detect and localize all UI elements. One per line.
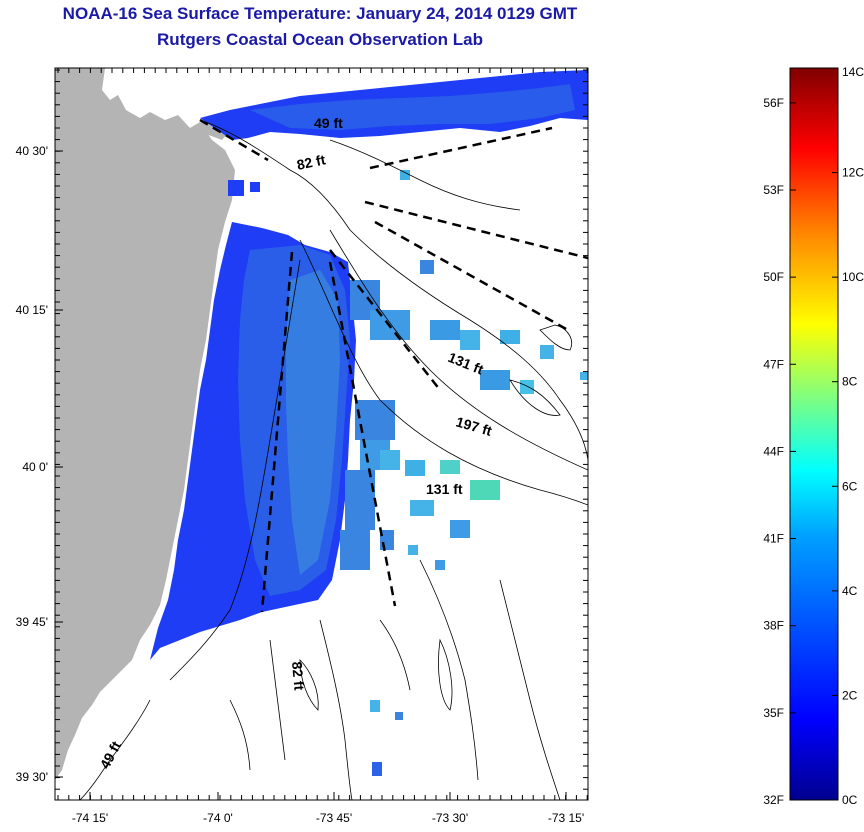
x-tick-label: -74 15' (72, 811, 108, 825)
colorbar-c-label: 2C (842, 688, 858, 702)
x-tick-label: -74 0' (203, 811, 233, 825)
map-plot-area (55, 68, 588, 800)
colorbar-c-label: 12C (842, 166, 864, 180)
colorbar-gradient (789, 67, 839, 801)
depth-label-82ft-south: 82 ft (289, 661, 307, 691)
y-tick-label: 40 0' (22, 460, 48, 474)
land-mass (55, 68, 235, 780)
dashed-transect-lines (199, 118, 588, 613)
bathymetry-contours (79, 119, 588, 800)
map-subtitle: Rutgers Coastal Ocean Observation Lab (157, 30, 483, 49)
colorbar-f-label: 53F (763, 183, 784, 197)
colorbar-f-label: 50F (763, 270, 784, 284)
x-tick-label: -73 30' (432, 811, 468, 825)
depth-label-82ft-north: 82 ft (295, 151, 327, 173)
y-tick-label: 40 15' (16, 303, 48, 317)
colorbar-f-label: 47F (763, 357, 784, 371)
y-tick-label: 40 30' (16, 144, 48, 158)
x-tick-label: -73 15' (548, 811, 584, 825)
colorbar-f-label: 32F (763, 793, 784, 807)
map-title: NOAA-16 Sea Surface Temperature: January… (62, 4, 578, 23)
y-tick-label: 39 45' (16, 615, 48, 629)
colorbar-f-label: 35F (763, 706, 784, 720)
x-tick-label: -73 45' (316, 811, 352, 825)
colorbar-f-label: 41F (763, 532, 784, 546)
colorbar-c-label: 14C (842, 65, 864, 79)
map-axes: -74 15' -74 0' -73 45' -73 30' -73 15' 40 30… (16, 67, 589, 825)
depth-label-131ft-south: 131 ft (426, 481, 463, 497)
colorbar-c-label: 10C (842, 270, 864, 284)
temperature-colorbar: 56F 53F 50F 47F 44F 41F 38F 35F 32F 14C 12C 10C 8C 6… (763, 65, 864, 807)
colorbar-f-label: 38F (763, 619, 784, 633)
colorbar-c-label: 8C (842, 375, 858, 389)
colorbar-c-label: 4C (842, 584, 858, 598)
colorbar-c-label: 0C (842, 793, 858, 807)
y-tick-label: 39 30' (16, 770, 48, 784)
colorbar-c-label: 6C (842, 479, 858, 493)
depth-label-49ft-north: 49 ft (314, 115, 343, 131)
colorbar-f-label: 44F (763, 444, 784, 458)
sst-scattered-pixels (228, 170, 588, 776)
colorbar-f-label: 56F (763, 96, 784, 110)
